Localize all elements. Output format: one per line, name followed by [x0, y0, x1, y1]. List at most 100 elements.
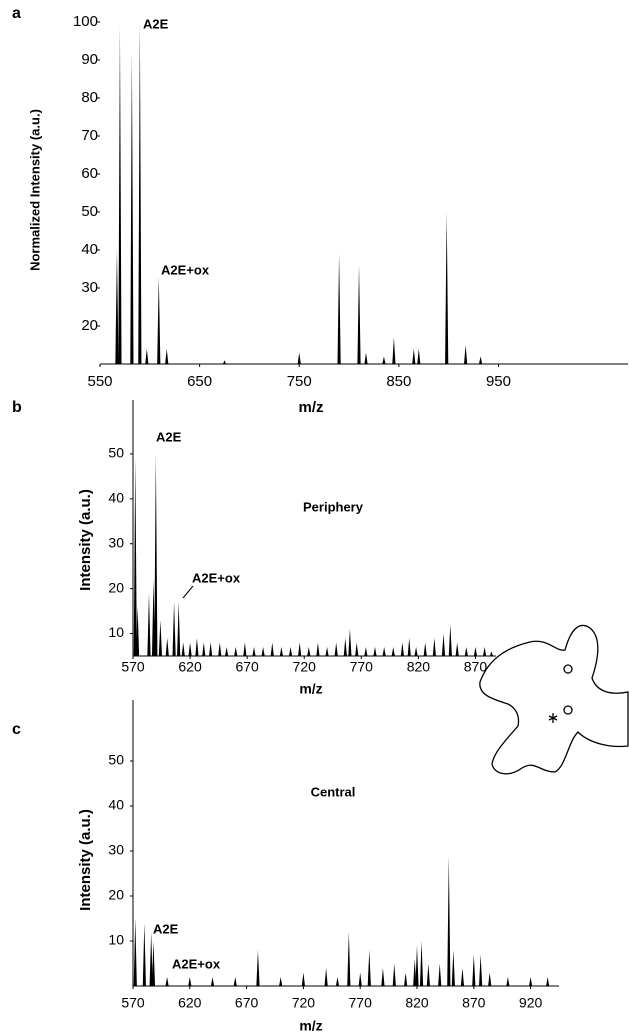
x-tick-label: 770	[350, 659, 374, 675]
center-marker	[548, 713, 558, 723]
x-tick-label: 650	[187, 373, 212, 390]
peak	[181, 642, 185, 656]
peak	[413, 959, 417, 986]
peak	[451, 950, 455, 986]
peak	[358, 972, 362, 986]
peak	[448, 624, 452, 656]
peak	[133, 458, 137, 656]
panel-label: b	[12, 399, 22, 416]
y-axis-label: Intensity (a.u.)	[77, 809, 94, 911]
y-tick-label: 50	[108, 445, 124, 461]
peak	[243, 642, 247, 656]
peak	[364, 647, 368, 656]
peak	[488, 972, 492, 986]
annotation: A2E	[156, 429, 182, 444]
y-tick-label: 90	[81, 51, 98, 68]
annotation: Central	[311, 784, 356, 799]
x-tick-label: 620	[178, 995, 202, 1011]
peak	[546, 977, 550, 986]
panel-label: c	[12, 721, 21, 738]
x-tick-label: 820	[405, 995, 429, 1011]
y-tick-label: 20	[108, 887, 124, 903]
x-tick-label: 870	[464, 659, 488, 675]
peak	[423, 642, 427, 656]
peak	[404, 972, 408, 986]
annotation: A2E+ox	[192, 570, 241, 585]
peak	[438, 963, 442, 986]
peak	[149, 932, 153, 986]
peak	[506, 977, 510, 986]
peak	[482, 647, 487, 656]
y-tick-label: 20	[81, 317, 98, 334]
peak	[301, 972, 305, 986]
y-tick-label: 30	[81, 279, 98, 296]
peak	[348, 629, 352, 656]
peak	[479, 954, 483, 986]
peak	[151, 579, 156, 656]
annotation: A2E+ox	[172, 956, 221, 971]
x-tick-label: 850	[386, 373, 411, 390]
peak	[154, 453, 158, 656]
peak	[392, 963, 396, 986]
tissue-outline	[479, 624, 629, 775]
peak	[115, 250, 119, 364]
peak	[279, 977, 283, 986]
x-tick-label: 670	[235, 995, 259, 1011]
peak	[138, 22, 142, 364]
peak	[256, 950, 260, 986]
peak	[473, 647, 478, 656]
peak	[165, 638, 169, 656]
peak	[382, 356, 386, 364]
annotation: A2E	[143, 16, 169, 31]
peak	[455, 642, 459, 656]
peak	[367, 950, 371, 986]
peak	[324, 968, 328, 986]
x-tick-label: 820	[407, 659, 431, 675]
peak	[400, 642, 404, 656]
peak	[151, 941, 156, 986]
peak	[415, 945, 419, 986]
peak	[347, 932, 351, 986]
y-tick-label: 80	[81, 89, 98, 106]
sample-spot	[563, 664, 573, 674]
peak	[419, 941, 424, 986]
peak	[279, 647, 283, 656]
x-tick-label: 670	[235, 659, 259, 675]
peak	[145, 348, 149, 364]
x-tick-label: 550	[87, 373, 112, 390]
peak	[334, 642, 338, 656]
peak	[460, 968, 465, 986]
peak	[407, 638, 411, 656]
peak	[142, 923, 146, 986]
peak	[252, 647, 256, 656]
peak	[392, 337, 396, 364]
annotation: A2E	[153, 921, 179, 936]
peak	[447, 855, 451, 986]
peak	[157, 276, 161, 364]
peak	[417, 348, 421, 364]
y-tick-label: 10	[108, 624, 124, 640]
peak	[335, 977, 340, 986]
y-axis-label: Intensity (a.u.)	[77, 489, 94, 591]
y-tick-label: 60	[81, 165, 98, 182]
peak	[135, 606, 140, 656]
peak	[234, 647, 238, 656]
y-tick-label: 50	[81, 203, 98, 220]
peak	[426, 963, 430, 986]
x-tick-label: 870	[462, 995, 486, 1011]
peak	[489, 651, 494, 656]
x-tick-label: 750	[287, 373, 312, 390]
peak	[445, 212, 449, 364]
y-tick-label: 40	[108, 490, 124, 506]
annotation: A2E+ox	[161, 262, 210, 277]
y-tick-label: 70	[81, 127, 98, 144]
y-tick-label: 20	[108, 579, 124, 595]
peak	[478, 356, 483, 364]
peak	[472, 954, 476, 986]
x-axis-label: m/z	[299, 1018, 322, 1034]
peak	[165, 977, 169, 986]
peak	[316, 642, 320, 656]
peak	[158, 620, 162, 656]
x-axis-label: m/z	[299, 681, 322, 697]
